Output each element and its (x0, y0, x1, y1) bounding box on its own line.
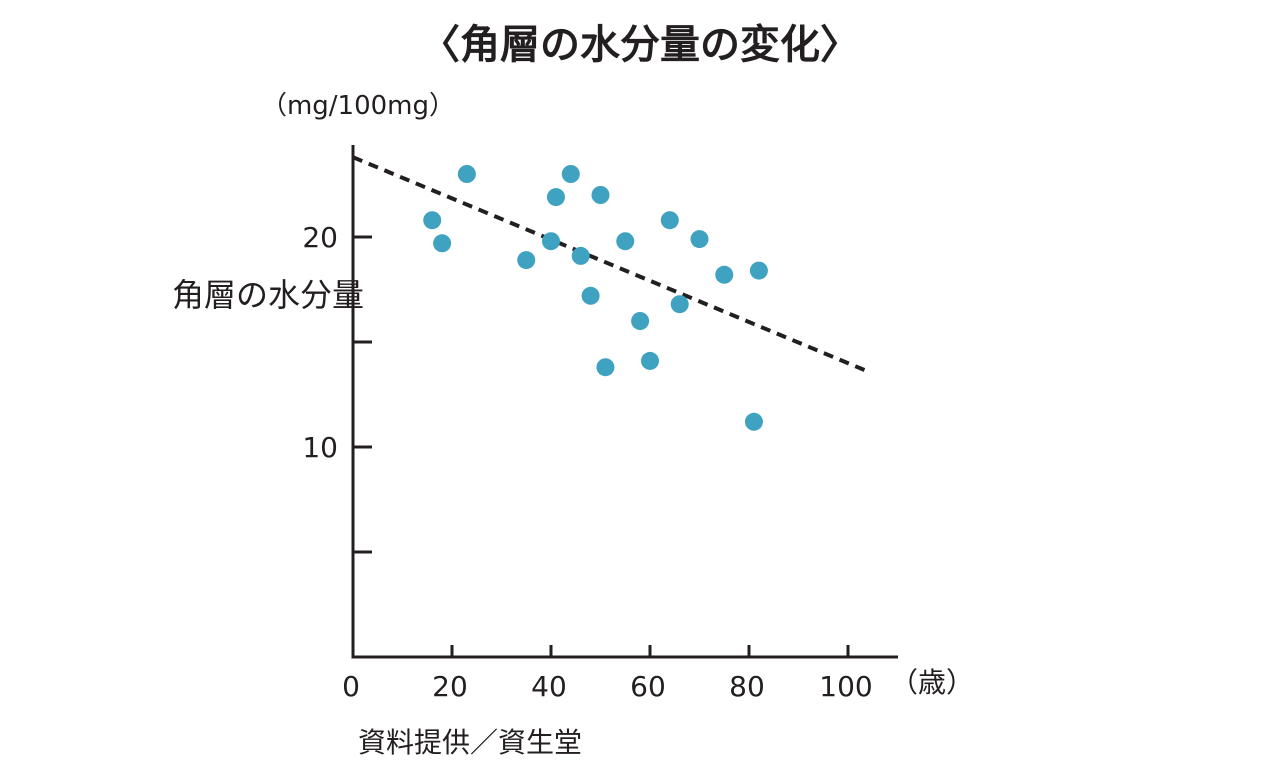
x-tick-label-2: 40 (531, 670, 567, 703)
data-point-5 (546, 188, 565, 207)
data-point-19 (749, 261, 768, 280)
axes: 0 20 40 60 80 100 10 20 (302, 145, 898, 703)
data-point-13 (641, 351, 659, 370)
data-point-9 (591, 186, 610, 204)
data-point-1 (433, 234, 452, 253)
trendline (352, 155, 869, 374)
data-point-2 (457, 165, 476, 183)
data-point-18 (744, 412, 763, 431)
y-tick-label-3: 20 (302, 221, 338, 254)
y-tick-label-1: 10 (302, 431, 338, 464)
trendline-group (352, 155, 869, 374)
data-points (423, 165, 768, 431)
data-point-11 (616, 232, 635, 251)
data-point-3 (517, 251, 536, 270)
data-point-15 (670, 295, 689, 314)
y-axis-label-text: 角層の水分量 (172, 276, 364, 314)
data-point-14 (660, 211, 679, 230)
data-point-0 (423, 211, 442, 230)
data-point-6 (561, 165, 580, 183)
x-tick-label-0: 0 (342, 670, 360, 703)
chart-title: 〈角層の水分量の変化〉 (420, 22, 860, 68)
x-tick-label-3: 60 (630, 670, 666, 703)
x-unit-label: （歳） (890, 666, 974, 699)
x-tick-label-4: 80 (729, 670, 765, 703)
data-point-4 (542, 232, 560, 251)
data-point-10 (596, 358, 615, 377)
y-unit-label: （mg/100mg） (261, 91, 455, 121)
x-tick-label-5: 100 (819, 670, 872, 703)
source-note: 資料提供／資生堂 (358, 726, 582, 759)
x-tick-label-1: 20 (432, 670, 468, 703)
data-point-7 (571, 246, 590, 265)
data-point-12 (631, 312, 650, 330)
data-point-8 (581, 286, 600, 305)
data-point-17 (715, 265, 734, 284)
y-axis-label: 角層の水分量 (172, 276, 364, 314)
data-point-16 (690, 230, 709, 249)
